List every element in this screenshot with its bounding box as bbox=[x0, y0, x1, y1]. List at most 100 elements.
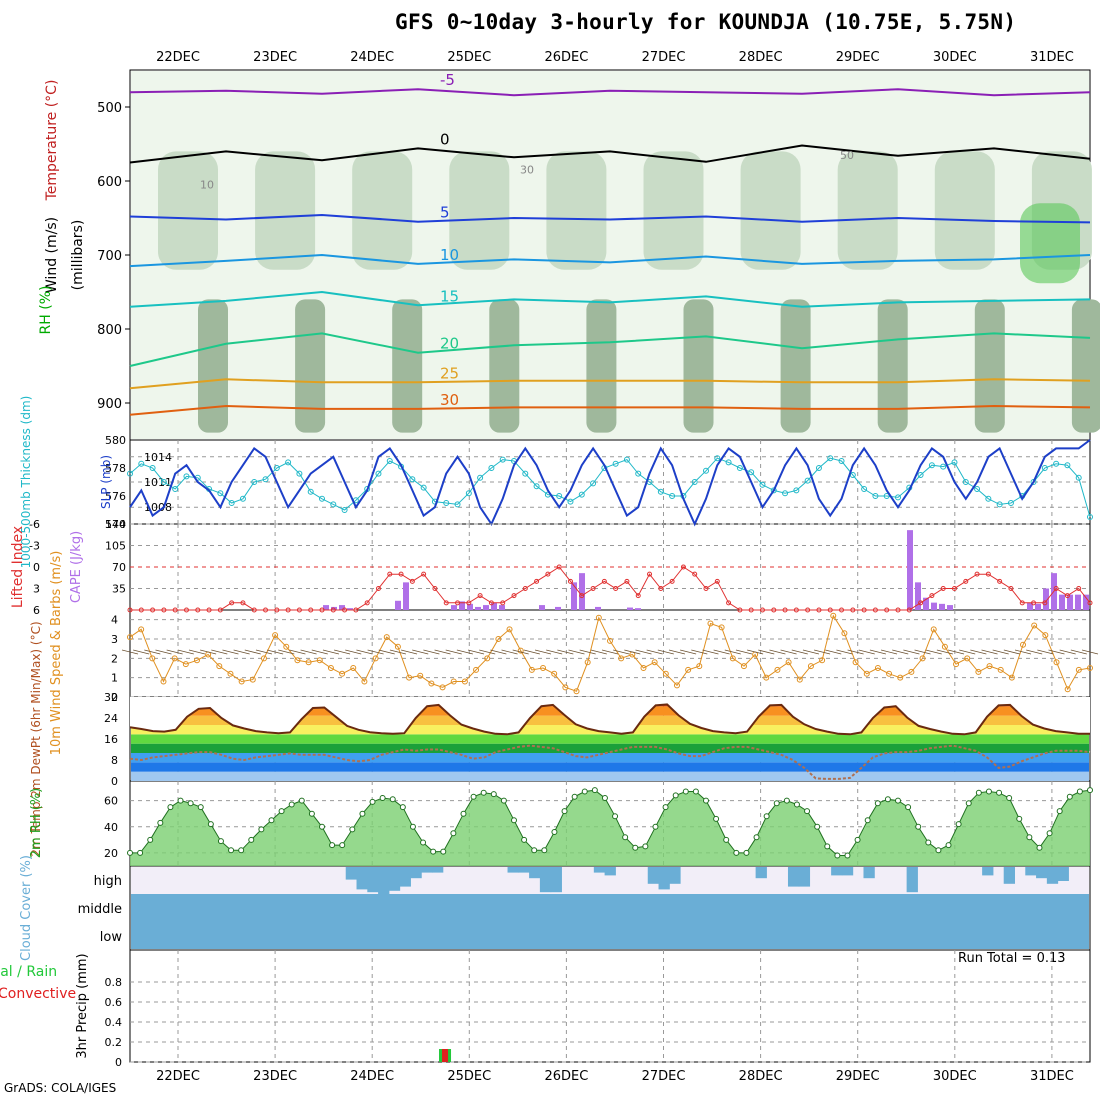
wind-speed-point bbox=[450, 678, 457, 685]
wind-barb bbox=[624, 649, 641, 655]
cape-bar bbox=[579, 573, 585, 610]
temperature-contour-label: -5 bbox=[440, 71, 455, 89]
cape-axis-label: CAPE (J/kg) bbox=[69, 531, 84, 603]
rh-point bbox=[713, 815, 720, 822]
wind-barb bbox=[133, 649, 150, 655]
li-point bbox=[951, 586, 957, 591]
thickness-point bbox=[748, 469, 755, 476]
wind-speed-point bbox=[718, 624, 725, 631]
wind-barb bbox=[758, 649, 775, 655]
rh-band bbox=[392, 299, 423, 433]
thickness-point bbox=[962, 479, 969, 485]
wind-barb bbox=[892, 649, 909, 655]
wind-barb bbox=[825, 649, 842, 655]
rh-band bbox=[1020, 203, 1080, 284]
li-point bbox=[579, 593, 585, 599]
li-point bbox=[432, 586, 438, 591]
cloud-high-cell bbox=[755, 867, 767, 879]
temperature-contour-label: 5 bbox=[440, 204, 450, 222]
thickness-point bbox=[714, 455, 721, 462]
rh-point bbox=[925, 839, 932, 846]
rh-point bbox=[490, 791, 497, 798]
rh-contour-label: 50 bbox=[840, 149, 854, 162]
cape-bar bbox=[347, 608, 353, 610]
wind-speed-point bbox=[640, 665, 647, 671]
cloud-layer-label: middle bbox=[78, 902, 122, 917]
cloud-high-cell bbox=[787, 867, 800, 887]
rh-point bbox=[258, 826, 265, 833]
wind-speed-point bbox=[272, 632, 279, 639]
rh-tick-label: 20 bbox=[104, 847, 118, 860]
temp-mask bbox=[130, 697, 1090, 735]
wind-speed-point bbox=[941, 643, 948, 650]
wind-speed-point bbox=[807, 663, 814, 670]
precip-tick-label: 0.6 bbox=[105, 996, 123, 1009]
bottom-day-label: 28DEC bbox=[739, 1069, 783, 1084]
precip-tick-label: 0.8 bbox=[105, 976, 123, 989]
rh-point bbox=[197, 804, 204, 811]
li-point bbox=[477, 593, 483, 599]
wind-barb bbox=[947, 649, 965, 655]
top-day-label: 27DEC bbox=[642, 50, 686, 65]
rh-point bbox=[622, 834, 629, 841]
cloud-high-cell bbox=[367, 867, 379, 893]
rh-point bbox=[955, 821, 962, 828]
wind-barb bbox=[222, 649, 239, 655]
wind-speed-point bbox=[305, 659, 312, 666]
thickness-point bbox=[861, 486, 868, 492]
wind-tick-label: 0 bbox=[111, 691, 118, 704]
thickness-point bbox=[612, 460, 619, 467]
thickness-point bbox=[465, 490, 472, 497]
pressure-tick-label: 700 bbox=[97, 249, 122, 264]
wind-barb bbox=[121, 649, 139, 655]
wind-speed-point bbox=[260, 655, 267, 662]
li-point bbox=[714, 578, 720, 584]
pressure-tick-label: 600 bbox=[97, 175, 122, 190]
temperature-contour bbox=[129, 290, 1091, 308]
wind-speed-point bbox=[874, 665, 881, 671]
temp-tick-label: 32 bbox=[104, 691, 118, 704]
wind-barb bbox=[434, 649, 451, 655]
rh-point bbox=[238, 847, 245, 854]
wind-speed-point bbox=[138, 626, 145, 633]
rh-point bbox=[157, 819, 164, 826]
thickness-point bbox=[951, 459, 958, 466]
li-point bbox=[353, 607, 359, 613]
rh-tick-label: 40 bbox=[104, 821, 118, 834]
thickness-point bbox=[307, 488, 314, 495]
cloud-high-cell bbox=[841, 867, 854, 876]
li-point bbox=[161, 607, 167, 613]
thickness-point bbox=[149, 465, 156, 471]
wind-speed-point bbox=[294, 657, 301, 664]
li-point bbox=[906, 607, 912, 613]
wind-speed-point bbox=[1042, 632, 1049, 639]
thickness-point bbox=[477, 474, 484, 481]
rh-point bbox=[864, 817, 871, 824]
thickness-point bbox=[815, 465, 822, 471]
thickness-point bbox=[1041, 465, 1048, 471]
cloud-layer-label: low bbox=[100, 930, 123, 945]
li-point bbox=[748, 607, 754, 613]
li-point bbox=[680, 564, 686, 570]
thickness-point bbox=[759, 481, 766, 488]
wind-barb bbox=[1081, 649, 1099, 655]
cloud-high-cell bbox=[593, 867, 606, 873]
wind-speed-point bbox=[1064, 686, 1071, 693]
thickness-point bbox=[1007, 500, 1014, 506]
slp-tick-label: 1014 bbox=[144, 451, 172, 464]
cloud-layer-label: high bbox=[94, 874, 122, 889]
temp-tick-label: 8 bbox=[111, 754, 118, 767]
temp-color-band bbox=[131, 743, 1089, 753]
wind-speed-point bbox=[339, 670, 346, 677]
cape-bar bbox=[483, 605, 489, 610]
rh-point bbox=[521, 836, 528, 843]
cloud-high-cell bbox=[831, 867, 843, 876]
cloud-high-cell bbox=[798, 867, 811, 887]
li-point bbox=[782, 607, 788, 613]
cape-bar bbox=[923, 597, 929, 610]
rh-point bbox=[541, 847, 548, 854]
rh-point bbox=[228, 847, 235, 854]
li-point bbox=[127, 607, 133, 613]
rh-band bbox=[546, 151, 607, 270]
cloud-axis-label: Cloud Cover (%) bbox=[19, 855, 34, 961]
